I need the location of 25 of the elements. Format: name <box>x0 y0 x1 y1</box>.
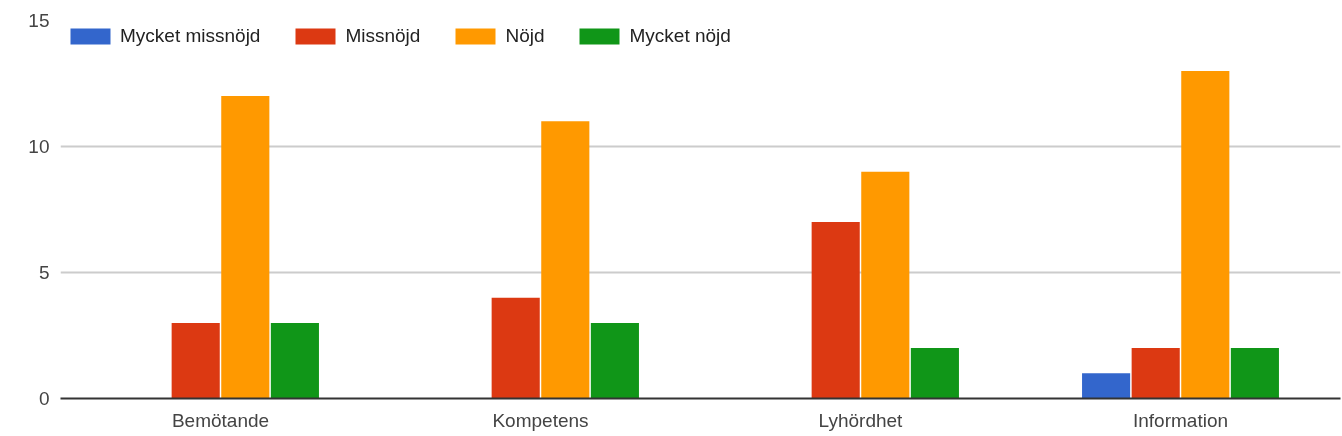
y-tick-label: 5 <box>38 262 50 283</box>
bar <box>1131 348 1180 399</box>
bar <box>270 322 319 399</box>
x-tick-label: Bemötande <box>171 409 270 431</box>
x-tick-label: Kompetens <box>492 409 589 431</box>
bar <box>491 297 540 399</box>
y-tick-label: 10 <box>28 136 50 157</box>
x-tick-label: Lyhördhet <box>818 409 904 431</box>
bar <box>541 121 590 399</box>
bar <box>590 322 639 399</box>
y-tick-label: 0 <box>38 388 50 409</box>
x-tick-label: Information <box>1132 409 1229 431</box>
bar <box>1082 373 1131 399</box>
bar <box>811 222 860 399</box>
legend-label: Mycket missnöjd <box>120 25 261 47</box>
bar <box>171 322 220 399</box>
bar <box>1230 348 1279 399</box>
legend-label: Mycket nöjd <box>629 25 731 47</box>
bar <box>1181 70 1230 399</box>
bar <box>861 171 910 399</box>
bar <box>910 348 959 399</box>
y-tick-label: 15 <box>28 10 50 31</box>
legend-label: Missnöjd <box>345 25 421 47</box>
bar <box>221 96 270 399</box>
legend-label: Nöjd <box>505 25 545 47</box>
